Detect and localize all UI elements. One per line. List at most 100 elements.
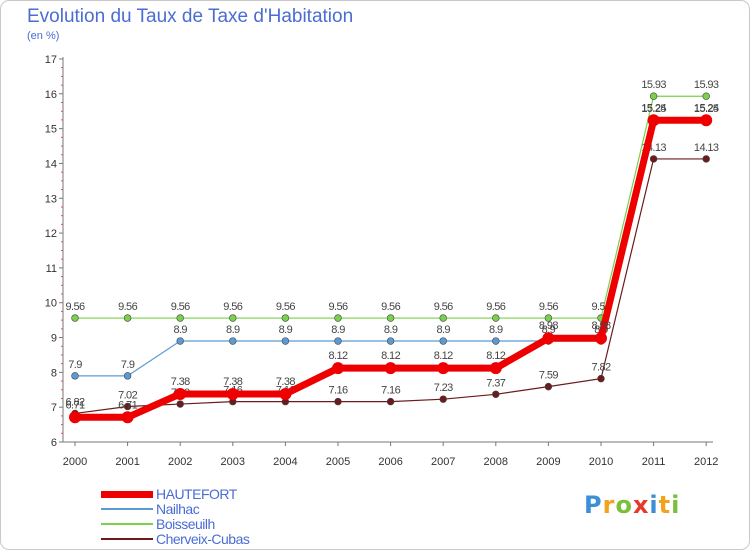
data-label: 7.37 [486,377,505,389]
data-label: 8.9 [436,324,450,336]
data-label: 7.38 [171,376,190,388]
series-hautefort: 6.71 6.717.38 7.38 7.388.12 8.12 8.12 8.128.98… [65,102,720,424]
data-point [439,337,447,345]
legend-label-cherveix-cubas: Cherveix-Cubas [156,531,250,547]
x-tick-label: 2011 [642,456,666,468]
data-label: 6.82 [65,396,84,408]
data-label: 15.25 [641,103,666,115]
data-label: 8.98 [539,320,558,332]
y-tick-label: 11 [46,263,57,275]
x-tick-label: 2001 [115,456,139,468]
data-point [439,314,447,322]
data-label: 7.82 [591,362,610,374]
data-label: 7.02 [118,389,137,401]
data-point [334,397,342,406]
data-point [176,314,184,322]
data-label: 9.56 [118,301,137,313]
data-point [229,337,237,345]
data-label: 9.56 [381,301,400,313]
x-tick-label: 2009 [536,456,560,468]
data-point [226,387,239,400]
data-point [334,337,342,345]
y-tick-label: 15 [45,124,57,136]
data-point [649,155,658,163]
data-point [229,314,237,322]
logo-letter: o [615,491,633,519]
y-tick-label: 10 [45,298,57,310]
data-point [176,400,184,408]
logo-letter: x [632,491,650,519]
data-point [71,314,79,322]
data-point [492,390,500,398]
data-label: 15.24 [641,102,666,114]
data-label: 9.56 [486,301,505,313]
data-point [542,332,555,345]
x-tick-label: 2007 [431,456,455,468]
data-point [384,362,397,375]
logo-letter: r [602,491,616,519]
legend-label-nailhac: Nailhac [156,501,200,517]
data-point [71,372,79,380]
legend-swatch-hautefort [101,490,153,498]
data-point [647,114,660,127]
logo-letter: i [649,491,659,519]
logo-letter: t [658,491,672,519]
data-point [649,92,658,100]
data-label: 8.9 [489,324,503,336]
data-point [279,387,292,400]
series-boisseuilh: 9.56 9.56 9.56 9.56 9.56 9.56 9.56 9.56 9.56 9.56… [65,79,720,322]
data-label: 9.56 [276,301,295,313]
x-tick-label: 2008 [484,456,508,468]
data-label: 7.9 [121,359,135,371]
data-point [281,337,290,345]
data-point [386,397,395,406]
data-point [334,314,342,322]
data-label: 9.56 [223,301,242,313]
data-label: 15.93 [694,79,719,91]
data-point [281,314,290,322]
x-tick-label: 2004 [273,456,297,468]
data-point [544,314,553,322]
data-point [492,337,500,345]
data-label: 8.9 [279,324,293,336]
data-point [386,314,395,322]
legend-swatch-nailhac [101,508,153,510]
data-label: 7.38 [223,376,242,388]
data-label: 7.59 [539,370,558,382]
y-tick-label: 17 [45,54,57,66]
data-label: 15.25 [694,103,719,115]
x-tick-label: 2005 [326,456,350,468]
data-point [702,92,710,100]
legend-swatch-boisseuilh [101,523,153,525]
data-point [121,411,134,424]
x-tick-label: 2002 [168,456,192,468]
data-point [492,314,500,322]
data-label: 9.56 [328,301,347,313]
data-label: 9.56 [539,301,558,313]
data-point [123,314,132,322]
data-label: 15.93 [641,79,666,91]
data-label: 8.9 [173,324,187,336]
y-tick-label: 6 [51,437,57,449]
y-tick-label: 12 [45,228,57,240]
data-label: 8.98 [591,320,610,332]
data-label: 8.12 [434,350,453,362]
data-point [544,382,553,391]
data-label: 8.12 [328,350,347,362]
data-label: 7.38 [276,376,295,388]
y-tick-label: 9 [51,333,57,345]
data-label: 8.9 [384,324,398,336]
data-point [437,362,450,375]
x-tick-label: 2000 [63,456,87,468]
data-label: 8.9 [542,324,556,336]
data-point [123,402,132,411]
data-label: 9.56 [434,301,453,313]
data-label: 7.9 [68,359,82,371]
logo-letter: P [584,491,603,519]
data-label: 9.56 [171,301,190,313]
data-point [332,362,344,375]
data-point [597,374,605,383]
legend-swatch-cherveix-cubas [101,538,153,540]
data-point [702,155,710,163]
